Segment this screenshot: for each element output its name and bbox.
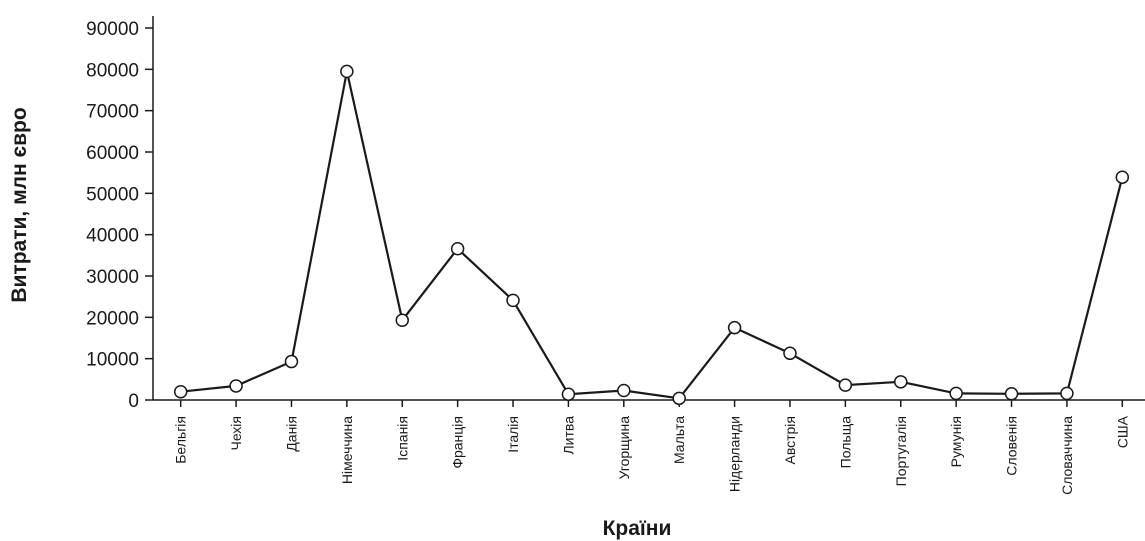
x-tick-label: Нідерланди bbox=[727, 416, 743, 492]
x-tick-label: Румунія bbox=[948, 416, 964, 467]
y-tick-label: 40000 bbox=[86, 226, 139, 247]
y-tick-label: 70000 bbox=[86, 102, 139, 123]
x-tick-label: Мальта bbox=[671, 416, 687, 464]
y-tick-label: 90000 bbox=[86, 19, 139, 40]
series-line bbox=[180, 71, 1124, 400]
data-point bbox=[1115, 170, 1130, 184]
y-axis: 0 10000 20000 30000 40000 50000 60000 70000 8000… bbox=[86, 16, 154, 412]
x-tick-label: Польща bbox=[837, 416, 853, 469]
data-point bbox=[783, 346, 797, 361]
x-tick-label: Словенія bbox=[1004, 416, 1020, 476]
data-point bbox=[395, 313, 409, 327]
y-tick-label: 20000 bbox=[86, 308, 139, 329]
data-point bbox=[340, 64, 354, 79]
x-tick-label: Литва bbox=[560, 416, 576, 455]
x-tick-label: США bbox=[1114, 415, 1130, 448]
y-tick-label: 10000 bbox=[86, 350, 139, 371]
x-tick-label: Бельгія bbox=[173, 416, 189, 464]
data-point bbox=[838, 378, 853, 392]
data-series bbox=[173, 64, 1130, 406]
data-point bbox=[561, 387, 576, 401]
x-axis: Бельгія Чехія Данія Німеччина Іспанія Франція… bbox=[153, 399, 1145, 495]
x-axis-title: Країни bbox=[603, 517, 672, 540]
data-point bbox=[949, 386, 963, 401]
x-tick-label: Данія bbox=[283, 416, 299, 452]
data-point bbox=[672, 391, 686, 406]
data-point bbox=[506, 293, 520, 308]
x-tick-label: Угорщина bbox=[616, 416, 632, 480]
x-tick-label: Німеччина bbox=[339, 416, 355, 484]
x-tick-label: Іспанія bbox=[394, 416, 410, 461]
x-tick-label: Чехія bbox=[228, 416, 244, 451]
x-tick-label: Португалія bbox=[893, 416, 909, 486]
x-tick-label: Австрія bbox=[782, 416, 798, 465]
y-tick-label: 60000 bbox=[86, 143, 139, 164]
x-tick-label: Італія bbox=[505, 416, 521, 453]
x-tick-label: Словаччина bbox=[1059, 416, 1075, 495]
data-point bbox=[173, 384, 188, 399]
data-point bbox=[284, 354, 299, 369]
y-tick-label: 0 bbox=[128, 391, 139, 412]
data-point bbox=[1004, 387, 1019, 401]
data-point bbox=[229, 379, 243, 393]
data-point bbox=[1060, 386, 1074, 401]
data-point bbox=[727, 320, 742, 335]
y-axis-title: Витрати, млн євро bbox=[8, 107, 31, 302]
data-point bbox=[617, 383, 631, 398]
y-tick-label: 30000 bbox=[86, 267, 139, 288]
data-point bbox=[894, 375, 908, 389]
x-tick-label: Франція bbox=[450, 416, 466, 469]
y-tick-label: 80000 bbox=[86, 60, 139, 81]
y-tick-label: 50000 bbox=[86, 184, 139, 205]
data-point bbox=[450, 241, 465, 256]
